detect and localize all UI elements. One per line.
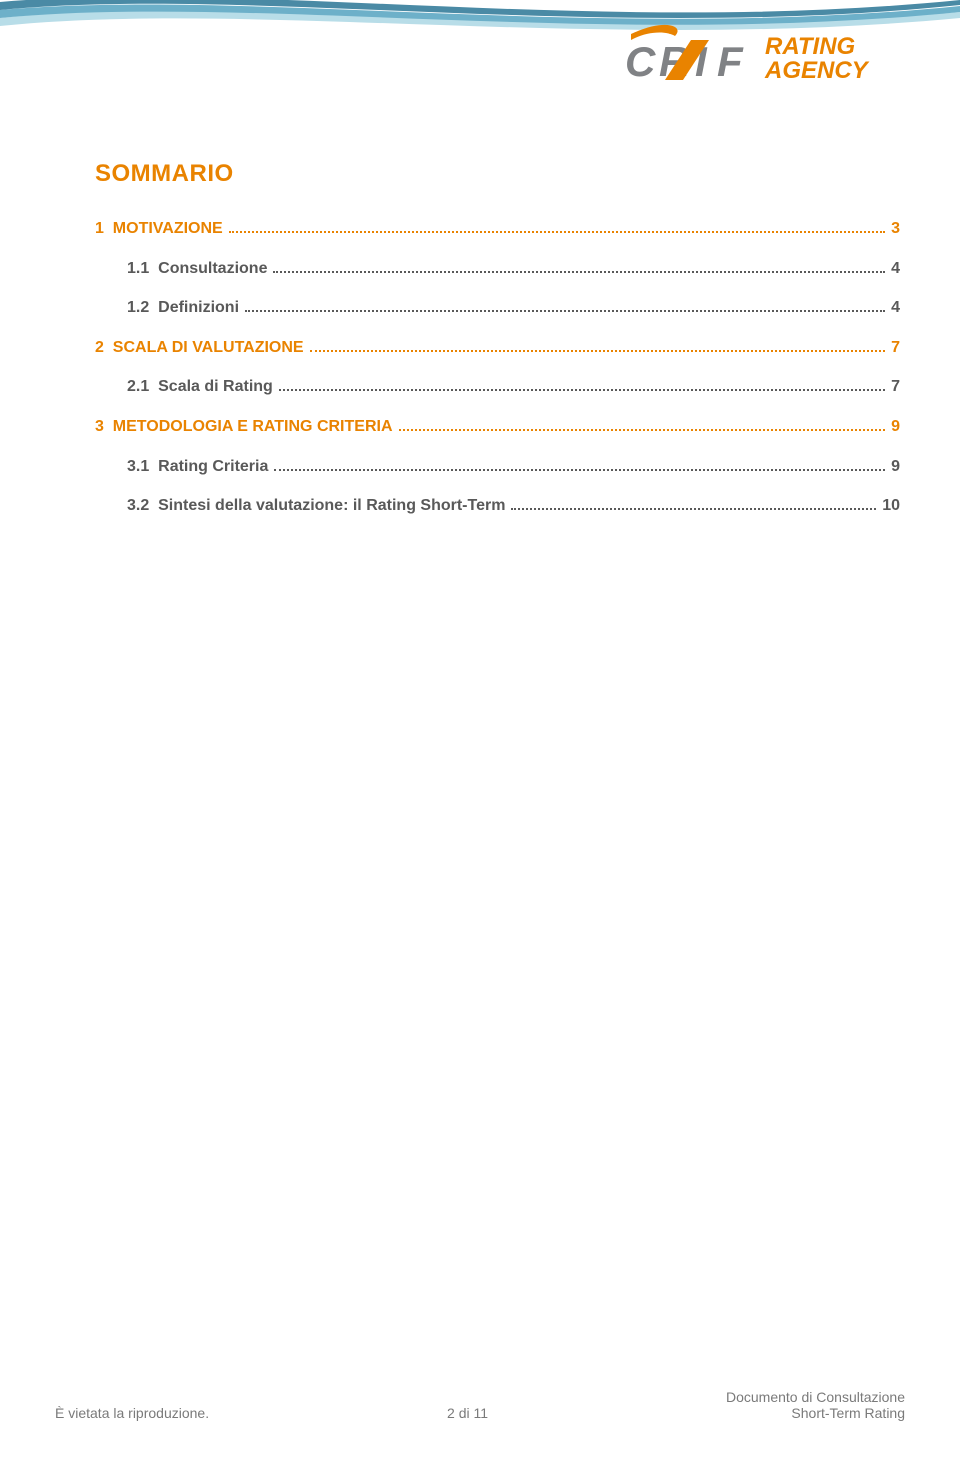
toc-leader: [245, 310, 885, 312]
toc-entry-page: 3: [891, 216, 900, 242]
toc-entry-label: 1 MOTIVAZIONE: [95, 216, 223, 242]
toc-entry-page: 7: [891, 374, 900, 400]
footer-left: È vietata la riproduzione.: [55, 1405, 209, 1421]
toc-entry-label: 2.1 Scala di Rating: [127, 374, 273, 400]
toc-leader: [274, 469, 885, 471]
toc-leader: [310, 350, 886, 352]
toc-container: SOMMARIO 1 MOTIVAZIONE 3 1.1 Consultazion…: [95, 160, 900, 533]
toc-entry-label: 3.1 Rating Criteria: [127, 454, 268, 480]
toc-leader: [399, 429, 886, 431]
svg-text:F: F: [717, 38, 744, 85]
toc-entry[interactable]: 2 SCALA DI VALUTAZIONE 7: [95, 335, 900, 361]
toc-leader: [229, 231, 885, 233]
footer-right: Documento di Consultazione Short-Term Ra…: [726, 1389, 905, 1421]
toc-entry[interactable]: 1.1 Consultazione 4: [95, 256, 900, 282]
toc-entry[interactable]: 1.2 Definizioni 4: [95, 295, 900, 321]
brand-logo-svg: C R I F RATING AGENCY: [625, 20, 905, 88]
toc-entry-label: 2 SCALA DI VALUTAZIONE: [95, 335, 304, 361]
toc-entry[interactable]: 1 MOTIVAZIONE 3: [95, 216, 900, 242]
toc-entry-page: 9: [891, 454, 900, 480]
logo-tagline-1: RATING: [765, 33, 855, 60]
toc-list: 1 MOTIVAZIONE 31.1 Consultazione 41.2 De…: [95, 216, 900, 519]
toc-entry[interactable]: 3.2 Sintesi della valutazione: il Rating…: [95, 493, 900, 519]
footer-doc-title: Documento di Consultazione: [726, 1389, 905, 1405]
toc-leader: [511, 508, 876, 510]
toc-entry[interactable]: 3 METODOLOGIA E RATING CRITERIA 9: [95, 414, 900, 440]
toc-entry[interactable]: 3.1 Rating Criteria 9: [95, 454, 900, 480]
svg-text:C: C: [625, 38, 656, 85]
toc-title: SOMMARIO: [95, 160, 900, 188]
toc-entry[interactable]: 2.1 Scala di Rating 7: [95, 374, 900, 400]
toc-entry-label: 3.2 Sintesi della valutazione: il Rating…: [127, 493, 505, 519]
toc-leader: [273, 271, 885, 273]
page-footer: È vietata la riproduzione. 2 di 11 Docum…: [55, 1389, 905, 1421]
logo-tagline-2: AGENCY: [764, 57, 870, 84]
brand-logo: C R I F RATING AGENCY: [625, 20, 905, 88]
toc-entry-page: 9: [891, 414, 900, 440]
footer-center: 2 di 11: [447, 1405, 488, 1421]
toc-entry-page: 4: [891, 295, 900, 321]
toc-entry-label: 3 METODOLOGIA E RATING CRITERIA: [95, 414, 393, 440]
toc-entry-page: 10: [882, 493, 900, 519]
footer-doc-subtitle: Short-Term Rating: [726, 1405, 905, 1421]
toc-entry-label: 1.2 Definizioni: [127, 295, 239, 321]
toc-entry-page: 4: [891, 256, 900, 282]
toc-entry-label: 1.1 Consultazione: [127, 256, 267, 282]
toc-leader: [279, 389, 885, 391]
toc-entry-page: 7: [891, 335, 900, 361]
